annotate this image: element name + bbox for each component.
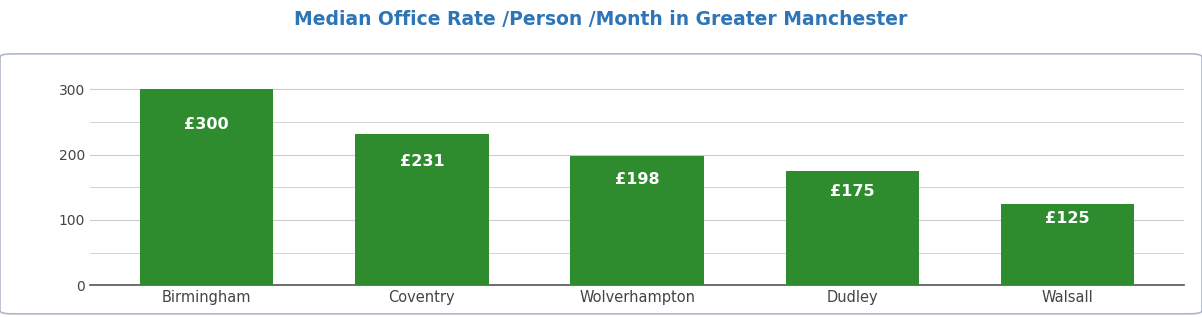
Text: £125: £125 — [1046, 211, 1090, 226]
Text: £198: £198 — [614, 172, 660, 187]
Bar — [1001, 204, 1135, 285]
Bar — [139, 89, 273, 285]
Text: Median Office Rate /Person /Month in Greater Manchester: Median Office Rate /Person /Month in Gre… — [294, 10, 908, 29]
Text: £231: £231 — [399, 154, 444, 169]
Bar — [355, 134, 488, 285]
Text: £175: £175 — [831, 184, 875, 199]
Text: £300: £300 — [184, 117, 228, 132]
Bar — [786, 171, 920, 285]
Bar — [570, 156, 704, 285]
